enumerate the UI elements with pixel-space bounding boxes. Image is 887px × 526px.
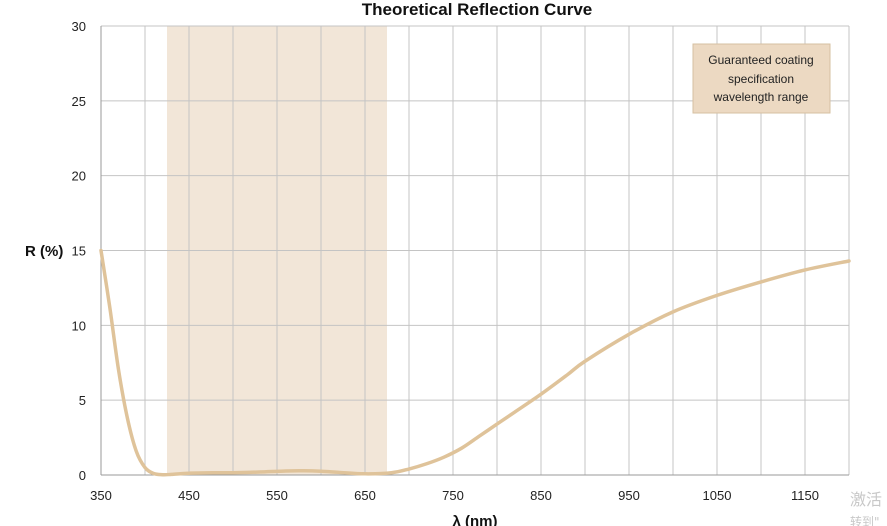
x-tick-label: 450 — [178, 488, 200, 503]
legend-line-1: Guaranteed coating — [708, 53, 813, 67]
x-axis-label: λ (nm) — [453, 513, 498, 526]
legend-line-2: specification — [728, 72, 794, 86]
watermark-line-2: 转到" — [850, 514, 880, 526]
y-tick-label: 25 — [72, 94, 86, 109]
y-tick-label: 15 — [72, 244, 86, 259]
x-tick-label: 550 — [266, 488, 288, 503]
y-tick-label: 30 — [72, 19, 86, 34]
y-axis-label: R (%) — [25, 243, 63, 260]
x-tick-label: 350 — [90, 488, 112, 503]
watermark-line-1: 激活 — [850, 490, 882, 509]
x-tick-label: 1050 — [703, 488, 732, 503]
y-tick-label: 10 — [72, 318, 86, 333]
x-tick-label: 850 — [530, 488, 552, 503]
y-tick-label: 20 — [72, 169, 86, 184]
x-tick-label: 950 — [618, 488, 640, 503]
x-tick-label: 750 — [442, 488, 464, 503]
y-tick-label: 0 — [79, 468, 86, 483]
legend-line-3: wavelength range — [713, 90, 809, 104]
chart-title: Theoretical Reflection Curve — [362, 0, 593, 19]
gridlines — [101, 25, 850, 475]
legend-swatch — [692, 43, 831, 114]
x-tick-label: 1150 — [791, 488, 819, 503]
tick-labels: 350 450 550 650 750 850 950 1050 1150 0 5 10 15 20 25 3… — [72, 19, 819, 503]
reflection-curve — [99, 248, 851, 477]
y-tick-label: 5 — [79, 393, 86, 408]
legend-box: Guaranteed coating specification wavelen… — [692, 43, 831, 114]
x-tick-label: 650 — [354, 488, 376, 503]
